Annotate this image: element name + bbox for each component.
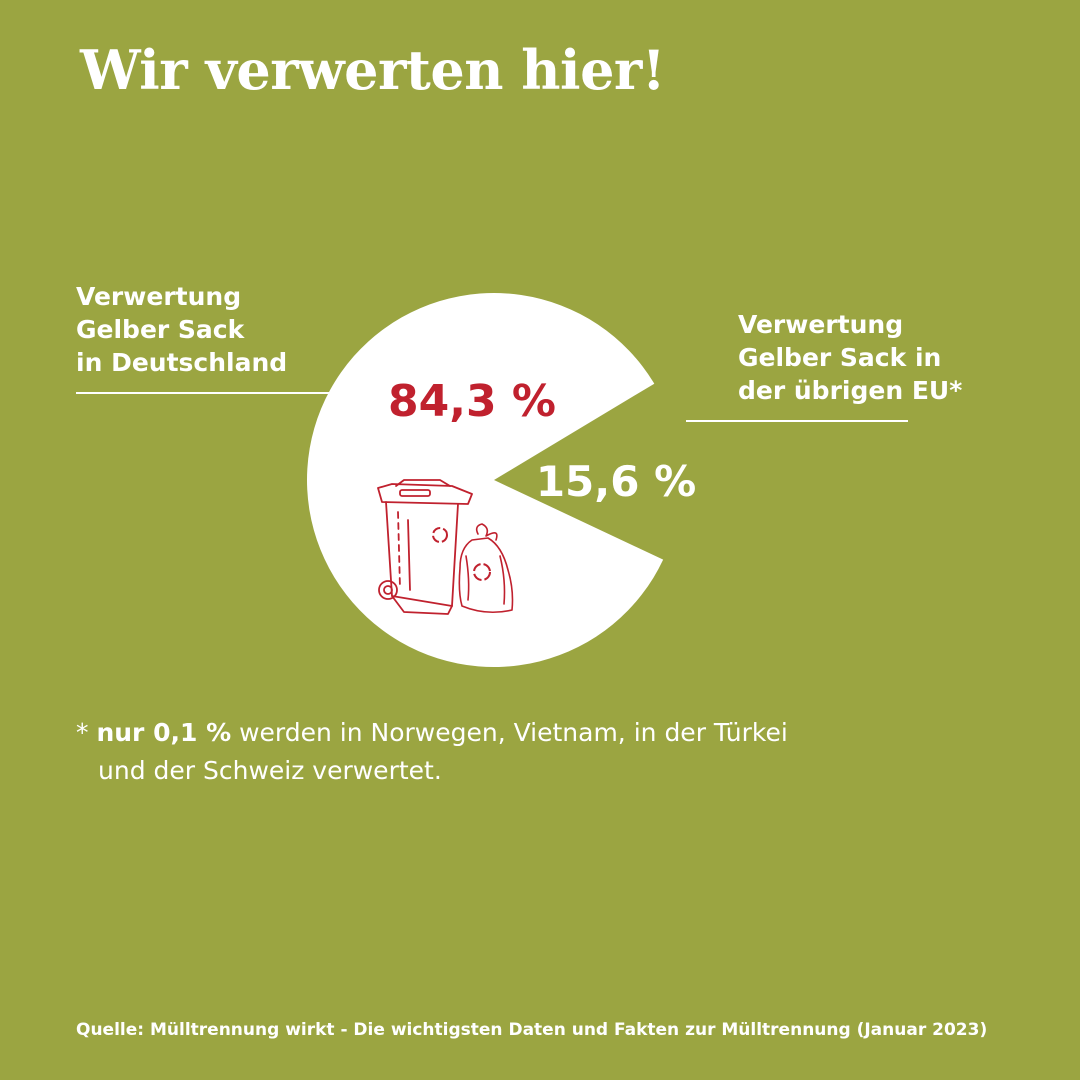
- source-note: Quelle: Mülltrennung wirkt - Die wichtig…: [76, 1020, 988, 1040]
- leader-line-deutschland: [76, 392, 330, 394]
- wheelie-bin-icon: [377, 479, 473, 615]
- data-label-deutschland: 84,3 %: [388, 376, 556, 427]
- trash-bag-icon: [458, 523, 514, 614]
- data-label-eu: 15,6 %: [536, 457, 696, 506]
- leader-line-eu: [686, 420, 908, 422]
- pie-slice-deutschland: [306, 293, 664, 668]
- legend-label-deutschland: Verwertung Gelber Sack in Deutschland: [76, 282, 288, 377]
- page-title: Wir verwerten hier!: [80, 38, 666, 102]
- footnote: * nur 0,1 % werden in Norwegen, Vietnam,…: [76, 718, 788, 785]
- recycle-symbol-icon: [432, 527, 491, 581]
- legend-label-eu: Verwertung Gelber Sack in der übrigen EU…: [738, 310, 963, 405]
